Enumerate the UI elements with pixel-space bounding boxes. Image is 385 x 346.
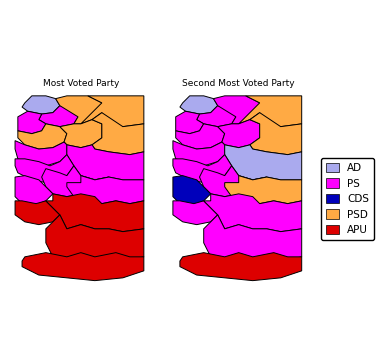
Polygon shape xyxy=(39,106,78,127)
Polygon shape xyxy=(67,145,144,180)
Polygon shape xyxy=(173,201,218,225)
Polygon shape xyxy=(199,166,267,197)
Polygon shape xyxy=(42,166,109,197)
Title: Most Voted Party: Most Voted Party xyxy=(43,79,119,88)
Polygon shape xyxy=(197,106,236,127)
Polygon shape xyxy=(15,140,67,166)
Polygon shape xyxy=(250,113,302,155)
Polygon shape xyxy=(46,194,144,231)
Polygon shape xyxy=(60,120,102,148)
Polygon shape xyxy=(46,215,144,260)
Polygon shape xyxy=(239,96,302,127)
Polygon shape xyxy=(180,253,302,281)
Polygon shape xyxy=(176,111,204,134)
Polygon shape xyxy=(204,215,302,260)
Polygon shape xyxy=(15,201,60,225)
Polygon shape xyxy=(67,176,144,208)
Polygon shape xyxy=(15,176,53,205)
Polygon shape xyxy=(218,120,260,148)
Legend: AD, PS, CDS, PSD, APU: AD, PS, CDS, PSD, APU xyxy=(321,158,374,240)
Polygon shape xyxy=(81,96,144,127)
Polygon shape xyxy=(18,111,46,134)
Polygon shape xyxy=(225,176,302,208)
Polygon shape xyxy=(92,113,144,155)
Polygon shape xyxy=(56,96,102,124)
Polygon shape xyxy=(180,96,218,114)
Polygon shape xyxy=(15,155,74,183)
Polygon shape xyxy=(22,96,60,114)
Polygon shape xyxy=(173,140,225,166)
Polygon shape xyxy=(214,96,260,124)
Title: Second Most Voted Party: Second Most Voted Party xyxy=(182,79,295,88)
Polygon shape xyxy=(22,253,144,281)
Polygon shape xyxy=(18,124,67,149)
Polygon shape xyxy=(173,176,211,205)
Polygon shape xyxy=(204,194,302,231)
Polygon shape xyxy=(225,145,302,180)
Polygon shape xyxy=(176,124,225,149)
Polygon shape xyxy=(173,155,232,183)
